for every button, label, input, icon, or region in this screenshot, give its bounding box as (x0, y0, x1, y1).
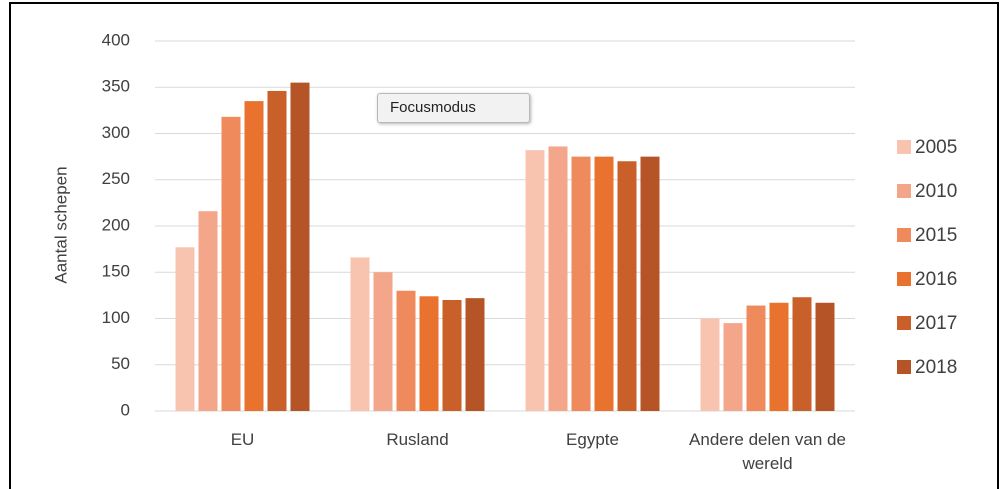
legend-swatch (897, 316, 911, 330)
bar (198, 211, 218, 411)
x-tick-label: Andere delen van de wereld (689, 430, 846, 473)
y-tick-label: 300 (102, 123, 130, 142)
bar (571, 156, 591, 411)
bar (175, 247, 195, 411)
y-tick-label: 350 (102, 77, 130, 96)
legend-label: 2016 (915, 269, 957, 290)
y-tick-label: 0 (121, 400, 130, 419)
bar (290, 82, 310, 411)
legend-label: 2005 (915, 137, 957, 158)
bar (617, 161, 637, 411)
y-tick-label: 50 (111, 354, 130, 373)
bar (267, 90, 287, 411)
y-tick-label: 200 (102, 215, 130, 234)
bar (465, 298, 485, 411)
frame (9, 2, 999, 489)
y-tick-label: 100 (102, 308, 130, 327)
bar (594, 156, 614, 411)
legend-swatch (897, 184, 911, 198)
legend-label: 2015 (915, 225, 957, 246)
bar (350, 257, 370, 411)
bar (792, 297, 812, 411)
bar (640, 156, 660, 411)
bar (815, 302, 835, 411)
legend-swatch (897, 140, 911, 154)
bar (221, 116, 241, 411)
legend-label: 2017 (915, 313, 957, 334)
legend-swatch (897, 272, 911, 286)
x-tick-label: Rusland (386, 430, 449, 449)
bar (746, 305, 766, 411)
y-axis-label: Aantal schepen (51, 166, 70, 283)
bar (723, 323, 743, 411)
x-tick-label: Egypte (566, 430, 619, 449)
bar (244, 101, 264, 411)
bar (396, 290, 416, 411)
bar (700, 318, 720, 411)
bar (548, 146, 568, 411)
bar (525, 150, 545, 411)
legend-label: 2018 (915, 357, 957, 378)
bar (373, 272, 393, 411)
y-tick-label: 400 (102, 30, 130, 49)
legend-swatch (897, 228, 911, 242)
legend-swatch (897, 360, 911, 374)
bar (419, 296, 439, 411)
y-tick-label: 250 (102, 169, 130, 188)
bar (442, 300, 462, 411)
tooltip[interactable]: Focusmodus (377, 93, 530, 123)
legend-label: 2010 (915, 181, 957, 202)
bar (769, 302, 789, 411)
y-tick-label: 150 (102, 262, 130, 281)
x-tick-label: EU (230, 430, 255, 449)
